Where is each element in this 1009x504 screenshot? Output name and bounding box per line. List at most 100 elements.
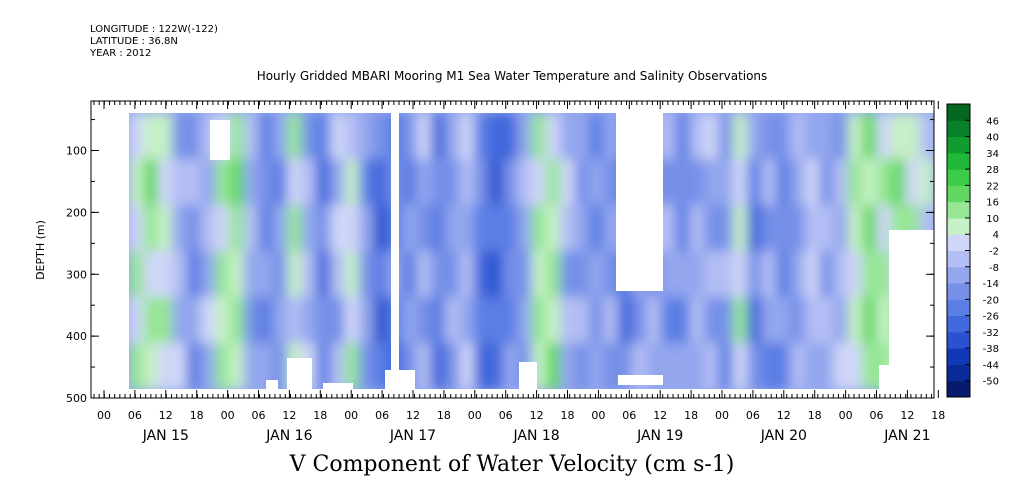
- field-cell: [545, 343, 562, 390]
- field-cell: [373, 159, 389, 206]
- field-cell: [430, 297, 447, 344]
- colorbar-label: 16: [986, 198, 999, 209]
- y-tick-label: 200: [66, 206, 87, 219]
- variable-title: V Component of Water Velocity (cm s-1): [289, 452, 735, 477]
- x-hour-label: 12: [530, 409, 544, 422]
- field-cell: [819, 113, 835, 160]
- x-day-label: JAN 20: [760, 428, 807, 444]
- field-cell: [474, 205, 490, 252]
- field-cell: [459, 251, 475, 298]
- field-cell: [819, 251, 835, 298]
- field-cell: [315, 343, 332, 390]
- field-cell: [804, 251, 820, 298]
- field-cell: [488, 205, 504, 252]
- field-cell: [474, 343, 490, 390]
- field-cell: [344, 297, 360, 344]
- field-cell: [862, 251, 878, 298]
- field-cell: [833, 205, 849, 252]
- longitude-label: LONGITUDE : 122W(-122): [90, 24, 218, 35]
- field-cell: [315, 205, 332, 252]
- field-cell: [905, 159, 921, 206]
- field-cell: [675, 205, 691, 252]
- field-cell: [574, 251, 590, 298]
- field-cell: [272, 297, 289, 344]
- field-cell: [330, 205, 346, 252]
- field-cell: [531, 159, 547, 206]
- colorbar-segment: [947, 315, 970, 333]
- field-cell: [172, 343, 188, 390]
- field-cell: [129, 113, 145, 160]
- field-cell: [560, 113, 576, 160]
- x-hour-label: 06: [870, 409, 884, 422]
- field-cell: [560, 251, 576, 298]
- x-hour-label: 12: [777, 409, 791, 422]
- missing-data-region: [385, 370, 415, 389]
- colorbar-segment: [947, 152, 970, 170]
- x-hour-label: 18: [313, 409, 327, 422]
- field-cell: [560, 159, 576, 206]
- year-label: YEAR : 2012: [90, 48, 152, 59]
- field-cell: [545, 159, 562, 206]
- colorbar-label: -50: [983, 377, 999, 388]
- field-cell: [675, 343, 691, 390]
- field-cell: [761, 113, 777, 160]
- colorbar-label: 10: [986, 214, 999, 225]
- field-cell: [445, 205, 461, 252]
- field-cell: [502, 251, 519, 298]
- field-cell: [574, 159, 590, 206]
- field-cell: [704, 113, 720, 160]
- y-tick-label: 100: [66, 145, 87, 158]
- field-cell: [819, 159, 835, 206]
- field-cell: [790, 297, 806, 344]
- field-cell: [373, 343, 389, 390]
- field-cell: [689, 251, 705, 298]
- field-cell: [200, 251, 217, 298]
- field-cell: [172, 159, 188, 206]
- field-cell: [445, 251, 461, 298]
- field-cell: [258, 251, 274, 298]
- missing-data-region: [889, 230, 934, 389]
- field-cell: [287, 205, 303, 252]
- field-cell: [287, 113, 303, 160]
- field-cell: [790, 205, 806, 252]
- field-cell: [819, 343, 835, 390]
- field-cell: [272, 251, 289, 298]
- field-cell: [660, 297, 677, 344]
- field-cell: [847, 251, 864, 298]
- colorbar-segment: [947, 104, 970, 121]
- x-hour-label: 18: [931, 409, 945, 422]
- field-cell: [718, 205, 734, 252]
- field-cell: [862, 113, 878, 160]
- field-cell: [660, 251, 677, 298]
- field-cell: [272, 205, 289, 252]
- field-cell: [445, 159, 461, 206]
- field-cell: [373, 205, 389, 252]
- field-cell: [589, 297, 605, 344]
- field-cell: [732, 297, 749, 344]
- field-cell: [244, 297, 260, 344]
- field-cell: [718, 297, 734, 344]
- field-cell: [804, 297, 820, 344]
- field-cell: [359, 113, 375, 160]
- field-cell: [172, 113, 188, 160]
- missing-data-region: [618, 375, 663, 385]
- x-day-label: JAN 18: [512, 428, 559, 444]
- x-day-label: JAN 17: [389, 428, 436, 444]
- field-cell: [790, 251, 806, 298]
- field-cell: [689, 159, 705, 206]
- field-cell: [502, 297, 519, 344]
- field-cell: [660, 159, 677, 206]
- field-cell: [603, 113, 619, 160]
- field-cell: [402, 251, 418, 298]
- field-cell: [186, 159, 202, 206]
- field-cell: [890, 159, 907, 206]
- field-cell: [129, 251, 145, 298]
- field-cell: [804, 205, 820, 252]
- x-hour-label: 18: [808, 409, 822, 422]
- x-hour-label: 18: [561, 409, 575, 422]
- colorbar-segment: [947, 331, 970, 349]
- colorbar-segment: [947, 136, 970, 154]
- field-cell: [660, 343, 677, 390]
- field-cell: [258, 159, 274, 206]
- field-cell: [876, 113, 892, 160]
